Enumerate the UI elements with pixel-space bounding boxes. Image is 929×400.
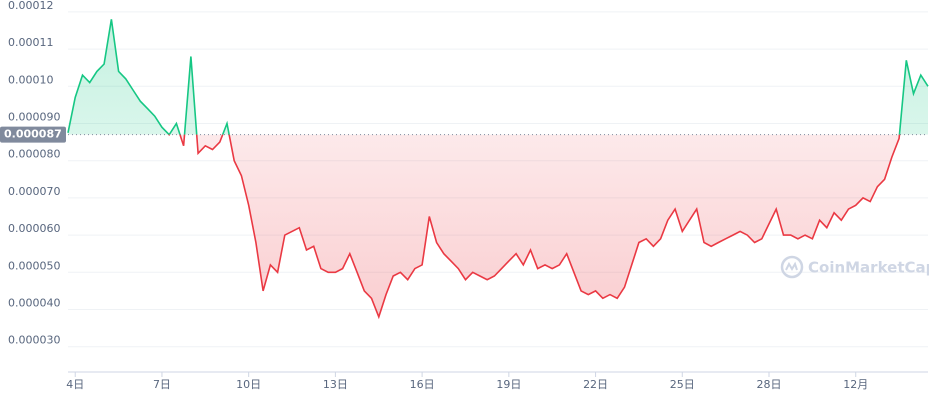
y-tick-label: 0.00011: [8, 36, 54, 49]
y-tick-label: 0.00012: [8, 0, 54, 12]
x-tick-label: 19日: [496, 378, 521, 391]
y-tick-label: 0.000050: [8, 259, 61, 272]
y-tick-label: 0.000030: [8, 334, 61, 347]
x-tick-label: 4日: [66, 378, 84, 391]
y-tick-label: 0.000080: [8, 148, 61, 161]
x-tick-label: 13日: [323, 378, 348, 391]
x-tick-label: 12月: [843, 378, 868, 391]
x-tick-label: 22日: [583, 378, 608, 391]
plot: 0.000087: [0, 19, 929, 320]
y-tick-label: 0.000060: [8, 222, 61, 235]
baseline-label: 0.000087: [4, 128, 62, 141]
baseline-label-bg: [0, 126, 66, 143]
y-tick-label: 0.000070: [8, 185, 61, 198]
x-tick-label: 10日: [236, 378, 261, 391]
y-tick-label: 0.00010: [8, 73, 54, 86]
y-tick-label: 0.000090: [8, 111, 61, 124]
watermark-text: CoinMarketCap: [808, 259, 929, 277]
y-tick-label: 0.000040: [8, 297, 61, 310]
x-tick-label: 25日: [670, 378, 695, 391]
x-tick-label: 16日: [410, 378, 435, 391]
price-line-below: [168, 134, 901, 320]
area-below: [169, 134, 900, 317]
x-tick-label: 7日: [153, 378, 171, 391]
x-tick-label: 28日: [757, 378, 782, 391]
area-above: [68, 19, 928, 135]
watermark: CoinMarketCap: [780, 255, 929, 279]
